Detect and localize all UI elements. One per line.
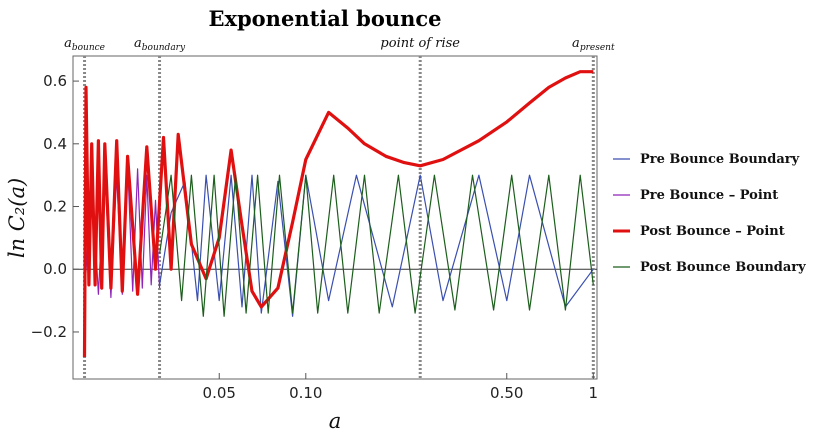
y-tick-label: 0.6	[43, 72, 67, 90]
x-axis-label: a	[329, 409, 342, 433]
series-line	[159, 174, 594, 317]
x-tick-label: 1	[589, 384, 599, 402]
plot-frame	[72, 55, 598, 380]
marker-label-subscript: present	[580, 43, 615, 53]
y-tick-label: 0.2	[43, 198, 67, 216]
marker-layer: abounce aboundary point of rise apresent	[64, 36, 615, 379]
legend-label: Pre Bounce Boundary	[640, 152, 800, 167]
legend: Pre Bounce Boundary Pre Bounce – Point Pos…	[613, 152, 806, 275]
y-axis-label: ln C₂(a)	[5, 178, 29, 258]
chart-title: Exponential bounce	[208, 6, 441, 31]
marker-label: apresent	[572, 36, 615, 53]
marker-label-subscript: bounce	[72, 43, 105, 53]
series-line	[159, 174, 594, 317]
marker-label: abounce	[64, 36, 105, 53]
series-layer	[82, 70, 594, 358]
y-tick-label: 0.4	[43, 135, 67, 153]
legend-label: Post Bounce – Point	[640, 224, 785, 239]
marker-label: aboundary	[134, 36, 186, 53]
y-tick-label: −0.2	[31, 323, 67, 341]
x-tick-label: 0.10	[289, 384, 322, 402]
legend-label: Post Bounce Boundary	[640, 260, 806, 275]
x-tick-label: 0.50	[490, 384, 523, 402]
y-tick-label: 0.0	[43, 260, 67, 278]
series-line	[82, 70, 594, 358]
legend-label: Pre Bounce – Point	[640, 188, 778, 203]
marker-label: point of rise	[380, 36, 460, 51]
marker-label-subscript: boundary	[142, 43, 186, 53]
tick-layer: 0.05 0.10 0.50 1 −0.2 0.0 0.2 0.4 0.6	[31, 72, 599, 402]
x-tick-label: 0.05	[203, 384, 236, 402]
